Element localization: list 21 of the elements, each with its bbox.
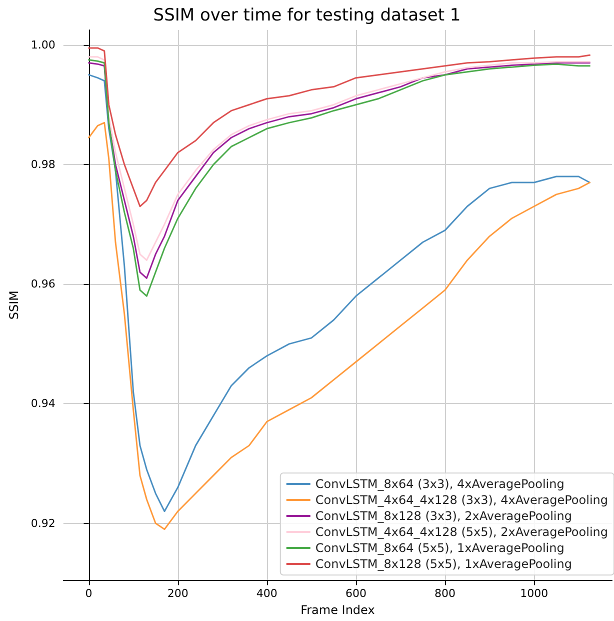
y-tick-label: 0.96 [30, 278, 56, 291]
y-tick-label: 0.92 [30, 516, 56, 530]
legend-label: ConvLSTM_8x64 (5x5), 1xAveragePooling [315, 541, 564, 555]
x-tick-label: 1000 [520, 587, 548, 600]
legend-label: ConvLSTM_8x64 (3x3), 4xAveragePooling [315, 477, 564, 491]
line-series [88, 47, 590, 208]
legend-label: ConvLSTM_8x128 (3x3), 2xAveragePooling [315, 509, 572, 523]
x-tick-label: 400 [256, 587, 278, 600]
y-axis-title: SSIM [7, 290, 21, 320]
x-tick-label: 800 [434, 587, 456, 600]
chart-title: SSIM over time for testing dataset 1 [153, 6, 461, 26]
legend-label: ConvLSTM_4x64_4x128 (5x5), 2xAveragePooling [315, 525, 608, 539]
y-tick-label: 0.94 [30, 397, 56, 410]
x-tick-label: 600 [345, 587, 366, 600]
x-tick-label: 200 [167, 587, 188, 600]
y-tick-label: 0.98 [30, 158, 56, 172]
x-axis-title: Frame Index [300, 603, 375, 617]
legend-label: ConvLSTM_4x64_4x128 (3x3), 4xAveragePooling [315, 493, 608, 507]
x-tick-label: 0 [85, 587, 92, 600]
legend-label: ConvLSTM_8x128 (5x5), 1xAveragePooling [315, 557, 572, 571]
y-tick-label: 1.00 [30, 38, 56, 52]
